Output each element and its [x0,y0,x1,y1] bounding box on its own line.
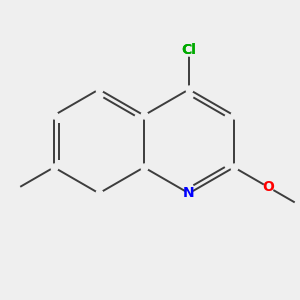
Text: Cl: Cl [182,44,196,57]
Text: N: N [183,186,195,200]
Text: O: O [262,180,274,194]
Text: Cl: Cl [182,44,196,57]
